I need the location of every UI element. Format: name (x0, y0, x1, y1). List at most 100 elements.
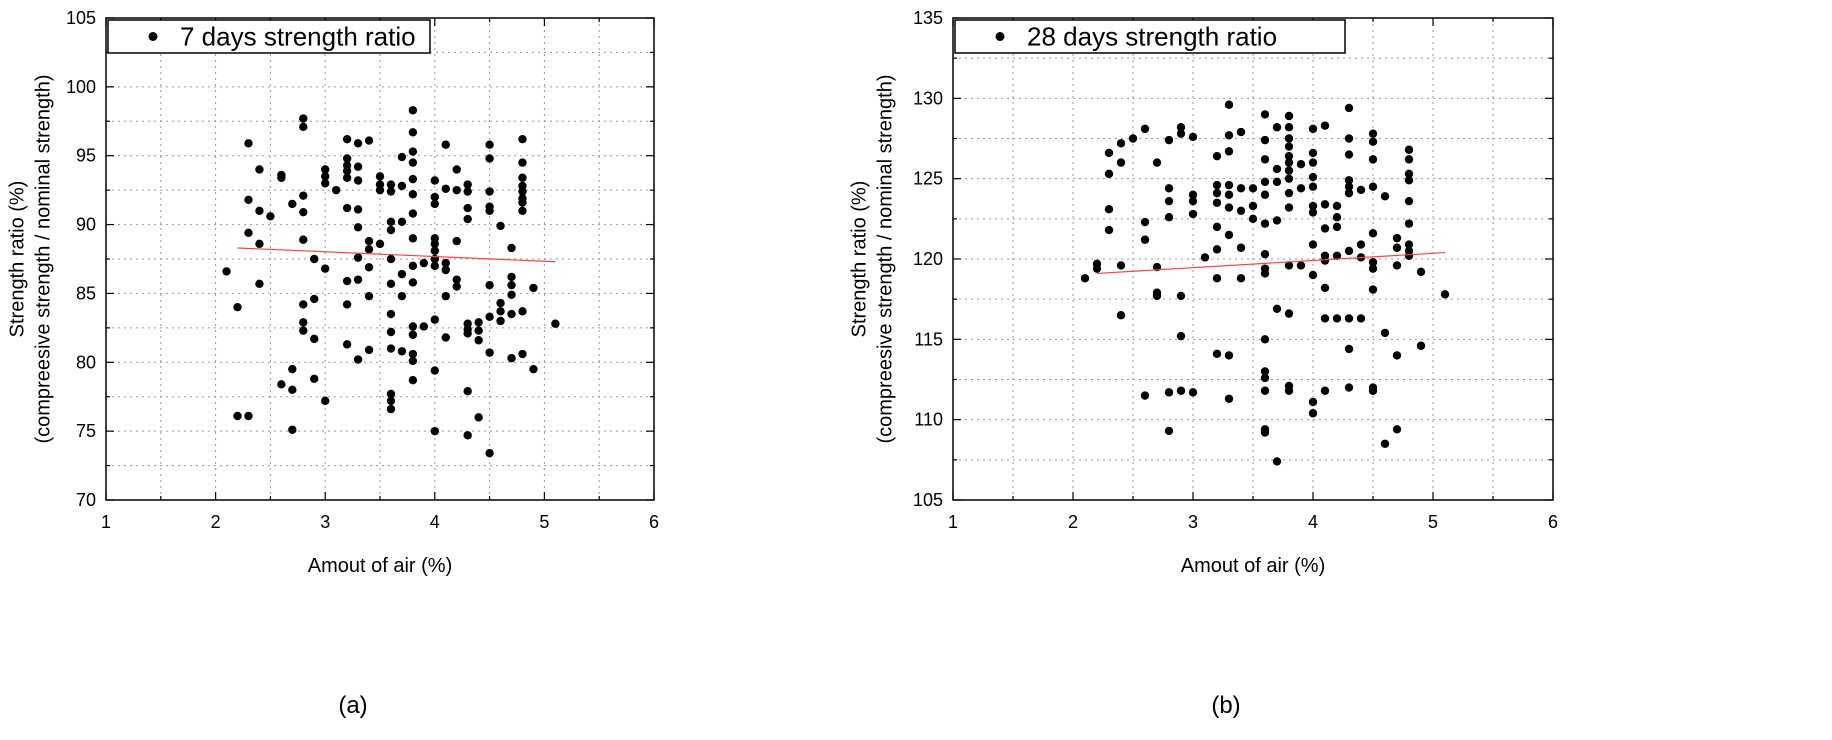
chart-b-y-tick-label: 105 (913, 490, 943, 510)
chart-b-data-point (1140, 391, 1150, 400)
chart-a-data-point (518, 198, 527, 207)
chart-b-data-point (1284, 151, 1294, 161)
chart-a-data-point (518, 134, 527, 144)
chart-b-data-point (1260, 367, 1270, 376)
chart-b-data-point (1344, 134, 1354, 143)
chart-b-data-point (1308, 270, 1318, 280)
chart-b-ticks: 1 2 3 4 5 6 105 110 115 120 125 130 135 (913, 8, 1558, 532)
chart-a-points (222, 106, 560, 458)
chart-b-data-point (1236, 206, 1246, 215)
chart-b-data-point (1092, 264, 1102, 273)
chart-a-y-tick-label: 80 (76, 352, 96, 372)
chart-a-data-point (310, 254, 319, 264)
chart-b-data-point (1320, 121, 1330, 130)
chart-b-data-point (1404, 169, 1414, 179)
chart-a-legend: 7 days strength ratio (107, 19, 431, 54)
chart-a-data-point (474, 326, 483, 335)
chart-a-data-point (342, 173, 352, 182)
chart-b-x-tick-label: 6 (1548, 512, 1558, 532)
chart-b-data-point (1284, 386, 1294, 395)
chart-a-data-point (441, 291, 450, 301)
chart-b-data-point (1260, 177, 1270, 187)
chart-a-data-point (321, 396, 330, 406)
chart-a-y-axis-subtitle: (compreesive strength / nominal strength… (32, 74, 54, 443)
chart-b-data-point (1368, 182, 1378, 191)
chart-b-data-point (1248, 201, 1258, 211)
chart-a-data-point (222, 267, 231, 276)
chart-b-data-point (1344, 103, 1354, 113)
chart-b-data-point (1332, 222, 1342, 232)
chart-b-data-point (1260, 386, 1270, 395)
chart-b-data-point (1236, 127, 1246, 137)
chart-b-data-point (1116, 311, 1126, 320)
chart-a-y-tick-label: 70 (76, 490, 96, 510)
chart-b-data-point (1332, 314, 1342, 323)
chart-b-data-point (1140, 235, 1150, 244)
chart-a-data-point (507, 290, 516, 300)
chart-a-data-point (507, 353, 516, 363)
chart-a-y-tick-label: 85 (76, 283, 96, 303)
chart-b-data-point (1224, 190, 1234, 199)
chart-b-data-point (1368, 264, 1378, 273)
chart-a-data-point (244, 195, 253, 204)
chart-b-legend: 28 days strength ratio (954, 19, 1346, 54)
chart-a-x-tick-label: 4 (430, 512, 440, 532)
chart-a-data-point (485, 280, 494, 290)
chart-b-data-point (1212, 274, 1222, 283)
chart-a-x-tick-label: 2 (211, 512, 221, 532)
chart-b-data-point (1116, 139, 1126, 148)
chart-b-data-point (1344, 246, 1354, 256)
chart-a-data-point (507, 309, 516, 319)
chart-b-legend-box (954, 19, 1346, 54)
chart-b-data-point (1272, 177, 1282, 187)
chart-a-data-point (386, 404, 396, 414)
chart-b-data-point (1404, 196, 1414, 206)
chart-b-x-tick-label: 2 (1068, 512, 1078, 532)
chart-a-data-point (386, 344, 396, 353)
chart-a-data-point (463, 329, 472, 338)
chart-a-data-point (408, 209, 418, 218)
chart-b-data-point (1104, 169, 1114, 179)
chart-a-data-point (452, 282, 461, 291)
chart-b-grid (952, 17, 1554, 501)
chart-a-data-point (397, 269, 407, 279)
chart-a-data-point (408, 158, 418, 167)
chart-a-legend-marker (148, 32, 158, 41)
chart-b-data-point (1260, 135, 1270, 145)
chart-b-data-point (1284, 111, 1294, 121)
chart-b-data-point (1404, 176, 1414, 185)
chart-a-data-point (408, 330, 418, 339)
chart-b-data-point (1116, 158, 1126, 167)
chart-b-data-point (1188, 388, 1198, 397)
chart-b-x-axis-title: Amout of air (%) (1181, 555, 1325, 577)
chart-a-data-point (299, 326, 308, 335)
chart-b-data-point (1332, 213, 1342, 222)
chart-b-data-point (1212, 245, 1222, 254)
chart-a-data-point (518, 349, 527, 359)
chart-b-data-point (1416, 341, 1426, 350)
chart-a-data-point (408, 356, 418, 366)
chart-b-y-tick-label: 120 (913, 249, 943, 269)
chart-b-data-point (1368, 155, 1378, 164)
chart-b-data-point (1296, 160, 1306, 169)
chart-a-data-point (277, 173, 286, 182)
chart-b-data-point (1440, 290, 1450, 299)
chart-a-data-point (364, 136, 374, 145)
chart-a-data-point (233, 303, 242, 312)
chart-a-data-point (441, 258, 450, 268)
chart-a-data-point (375, 172, 385, 181)
chart-a-grid (105, 17, 655, 501)
chart-a-data-point (507, 243, 516, 253)
chart-b-data-point (1152, 291, 1162, 301)
chart-a-data-point (353, 205, 363, 214)
chart-b-data-point (1260, 190, 1270, 199)
chart-b-data-point (1392, 233, 1402, 243)
chart-a-y-tick-label: 105 (66, 8, 96, 28)
chart-b-y-axis-subtitle: (compreesive strength / nominal strength… (874, 74, 896, 443)
chart-a-data-point (408, 106, 418, 115)
chart-b-data-point (1236, 184, 1246, 193)
chart-b-data-point (1344, 383, 1354, 392)
chart-b-data-point (1356, 314, 1366, 323)
chart-b-data-point (1344, 182, 1354, 191)
chart-a-data-point (485, 348, 494, 357)
